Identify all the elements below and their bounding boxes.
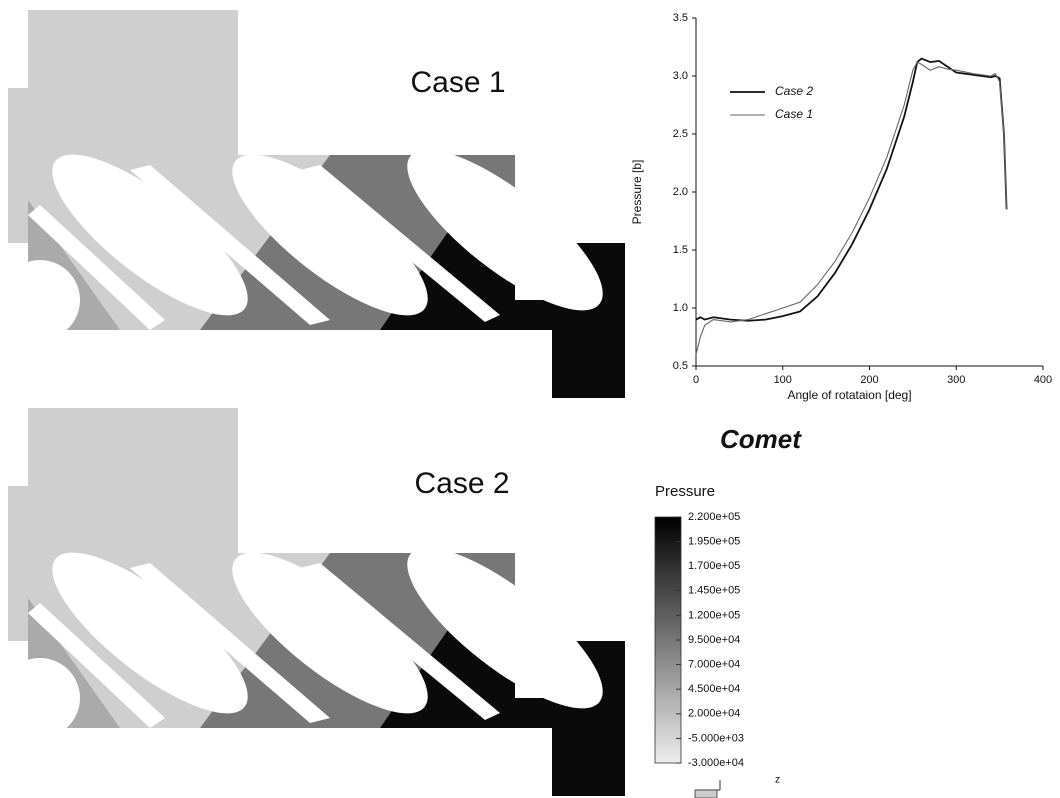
y-tick-label: 1.0 xyxy=(673,302,688,314)
colorbar-tick-label: -3.000e+04 xyxy=(688,757,744,769)
contour-case-2: Case 2 xyxy=(0,398,640,798)
panel-label: Case 1 xyxy=(410,66,505,99)
line-chart: 0.5 1.0 1.5 2.0 2.5 3.0 3.5 0 100 200 300 400 Angle … xyxy=(630,12,1052,402)
series-line xyxy=(696,62,1007,354)
x-axis-label: Angle of rotataion [deg] xyxy=(787,388,911,402)
y-tick-label: 2.5 xyxy=(673,128,688,140)
logo: Comet xyxy=(720,424,802,454)
legend-label: Case 1 xyxy=(775,107,813,121)
triad-label: z xyxy=(775,775,780,786)
colorbar-tick-label: -5.000e+03 xyxy=(688,732,744,744)
x-tick-label: 0 xyxy=(693,374,699,386)
colorbar-tick-label: 1.450e+05 xyxy=(688,585,740,597)
contour-case-1: Case 1 xyxy=(0,0,640,400)
colorbar-tick-label: 2.200e+05 xyxy=(688,511,740,523)
x-tick-label: 300 xyxy=(947,374,965,386)
y-tick-label: 3.5 xyxy=(673,12,688,24)
triad: z xyxy=(695,775,780,798)
y-tick-label: 0.5 xyxy=(673,360,688,372)
x-tick-label: 400 xyxy=(1034,374,1052,386)
figure: Case 1 Case 2 Comet Pressure z 0.5 1.0 1.5… xyxy=(0,0,1060,798)
y-axis-label: Pressure [b] xyxy=(630,160,644,225)
colorbar-tick-label: 7.000e+04 xyxy=(688,659,740,671)
series-line xyxy=(696,59,1007,321)
colorbar-tick-label: 1.950e+05 xyxy=(688,536,740,548)
colorbar-tick-label: 2.000e+04 xyxy=(688,708,740,720)
colorbar-tick-label: 1.700e+05 xyxy=(688,560,740,572)
colorbar-tick-label: 1.200e+05 xyxy=(688,609,740,621)
legend-label: Case 2 xyxy=(775,84,813,98)
panel-label: Case 2 xyxy=(414,467,509,500)
colorbar-title: Pressure xyxy=(655,483,715,500)
x-tick-label: 200 xyxy=(860,374,878,386)
y-tick-label: 3.0 xyxy=(673,70,688,82)
y-tick-label: 1.5 xyxy=(673,244,688,256)
x-tick-label: 100 xyxy=(774,374,792,386)
y-tick-label: 2.0 xyxy=(673,186,688,198)
colorbar-tick-label: 9.500e+04 xyxy=(688,634,740,646)
colorbar-tick-label: 4.500e+04 xyxy=(688,683,740,695)
